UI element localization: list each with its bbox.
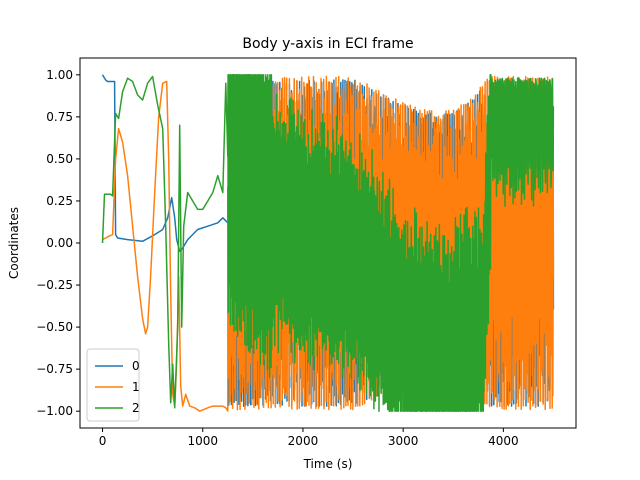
y-tick-label: 0.50 (46, 152, 73, 166)
series-line-2 (101, 74, 555, 412)
y-tick-label: 1.00 (46, 68, 73, 82)
x-tick-label: 3000 (388, 434, 419, 448)
x-axis: 0 1000 2000 3000 4000 (99, 428, 519, 448)
legend-box (86, 348, 140, 422)
y-tick-label: 0.25 (46, 194, 73, 208)
series-layer (101, 74, 555, 412)
legend-label: 2 (132, 401, 140, 415)
legend: 0 1 2 (86, 348, 140, 422)
x-tick-label: 2000 (288, 434, 319, 448)
chart-title: Body y-axis in ECI frame (242, 36, 413, 52)
y-axis: −1.00 −0.75 −0.50 −0.25 0.00 0.25 0.50 0.75 1.00 (36, 68, 80, 418)
legend-label: 1 (132, 380, 140, 394)
x-tick-label: 4000 (488, 434, 519, 448)
y-axis-label: Coordinates (7, 207, 21, 279)
x-tick-label: 0 (99, 434, 107, 448)
y-tick-label: 0.75 (46, 110, 73, 124)
y-tick-label: −0.50 (36, 320, 73, 334)
x-tick-label: 1000 (187, 434, 218, 448)
legend-label: 0 (132, 359, 140, 373)
x-axis-label: Time (s) (303, 457, 353, 471)
y-tick-label: 0.00 (46, 236, 73, 250)
y-tick-label: −0.25 (36, 278, 73, 292)
y-tick-label: −0.75 (36, 362, 73, 376)
y-tick-label: −1.00 (36, 404, 73, 418)
